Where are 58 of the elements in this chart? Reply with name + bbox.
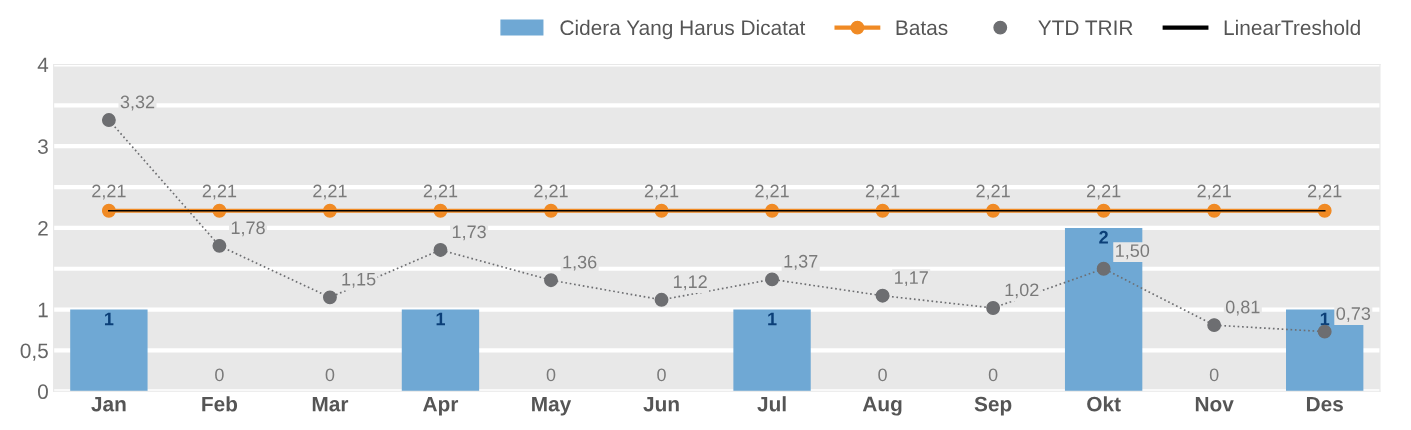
data-label: 2,21 — [976, 184, 1010, 200]
data-label: 1,78 — [231, 221, 265, 237]
x-tick-label: Sep — [974, 396, 1012, 416]
data-label: 2,21 — [92, 184, 126, 200]
data-label: 0 — [215, 368, 224, 382]
data-label: 0 — [878, 368, 887, 382]
data-label: 1,37 — [784, 254, 818, 270]
data-label: 1 — [1320, 312, 1330, 326]
x-tick-label: Jan — [91, 396, 126, 412]
x-tick-label: Jul — [757, 396, 786, 412]
data-label: 1,17 — [895, 271, 928, 287]
data-label: 2,21 — [313, 184, 347, 200]
data-label: 1,36 — [563, 255, 597, 271]
x-tick-label: Okt — [1087, 396, 1121, 412]
x-tick-label: Aug — [862, 396, 902, 416]
y-tick-label: 1 — [38, 302, 48, 318]
x-tick-label: Jun — [643, 396, 679, 412]
data-label: 2,21 — [1308, 184, 1342, 200]
x-tick-label: Nov — [1195, 396, 1234, 412]
data-label: 0 — [1209, 368, 1219, 382]
legend-label: Batas — [896, 20, 948, 36]
x-tick-label: Mar — [312, 396, 349, 412]
legend-label: LinearTreshold — [1224, 19, 1360, 36]
data-label: 1 — [105, 312, 114, 326]
data-label: 1,50 — [1116, 244, 1150, 260]
data-label: 1,02 — [1005, 283, 1039, 299]
y-tick-label: 3 — [37, 139, 48, 154]
y-tick-label: 2 — [38, 220, 48, 236]
data-label: 0 — [657, 368, 666, 382]
data-label: 2 — [1099, 230, 1108, 244]
data-label: 2,21 — [202, 184, 237, 200]
data-label: 3,32 — [120, 95, 155, 111]
data-label: 2,21 — [1086, 184, 1121, 200]
legend-label: YTD TRIR — [1038, 20, 1133, 35]
data-label: 2,21 — [865, 184, 900, 200]
data-label: 0 — [325, 368, 335, 382]
x-tick-label: May — [532, 396, 572, 416]
x-tick-label: Des — [1306, 396, 1343, 412]
data-label: 2,21 — [1197, 184, 1231, 200]
x-tick-label: Apr — [423, 396, 459, 416]
data-label: 0 — [546, 368, 556, 382]
data-label: 1,73 — [452, 225, 486, 241]
data-label: 2,21 — [644, 184, 679, 200]
data-label: 1,15 — [342, 273, 376, 288]
data-label: 1 — [436, 312, 445, 326]
y-tick-label: 0,5 — [20, 343, 48, 361]
data-label: 2,21 — [755, 184, 789, 200]
y-tick-label: 4 — [37, 57, 49, 73]
x-tick-label: Feb — [202, 396, 238, 412]
data-label: 0,81 — [1225, 300, 1260, 316]
data-label: 0 — [988, 368, 998, 382]
data-label: 2,21 — [534, 184, 568, 200]
legend-label: Cidera Yang Harus Dicatat — [560, 19, 806, 40]
data-label: 2,21 — [423, 184, 458, 200]
y-tick-label: 0 — [37, 384, 48, 400]
data-label: 1,12 — [673, 275, 707, 291]
data-label: 1 — [768, 312, 777, 326]
data-label: 0,73 — [1336, 307, 1371, 323]
